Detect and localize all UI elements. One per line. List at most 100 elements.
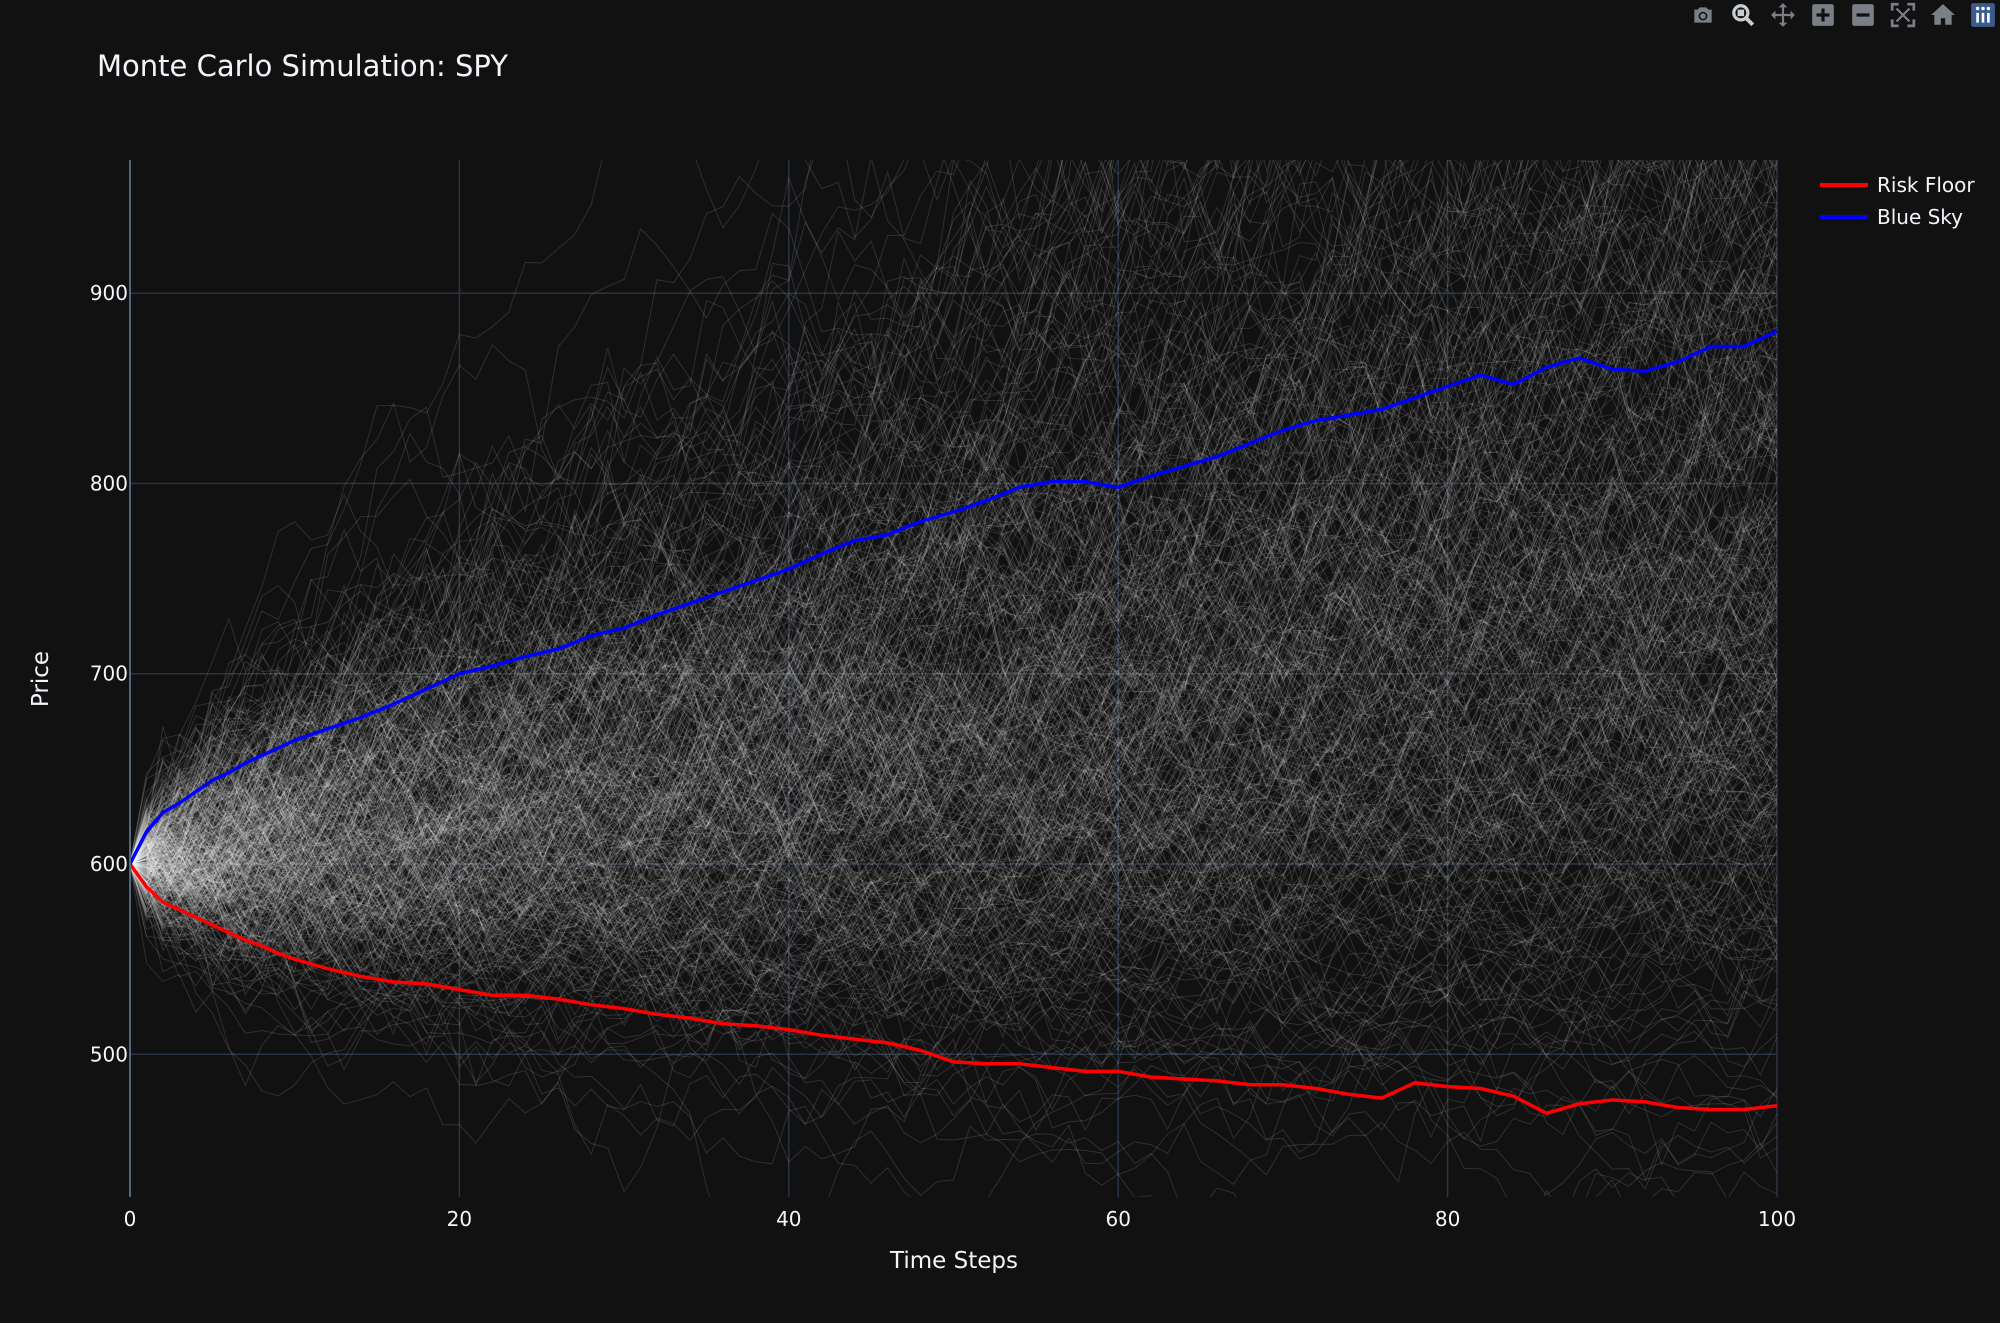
simulation-path (130, 791, 1777, 1033)
zoom-out-button[interactable] (1846, 0, 1880, 30)
simulation-path (130, 288, 1777, 904)
simulation-path (130, 694, 1777, 921)
simulation-path (130, 750, 1777, 1062)
simulation-path (130, 690, 1777, 1016)
simulation-path (130, 684, 1777, 946)
legend-item-risk-floor[interactable]: Risk Floor (1820, 173, 1975, 197)
simulation-path (130, 787, 1777, 1048)
zoom-icon (1732, 4, 1755, 27)
simulation-path (130, 538, 1777, 1041)
simulation-path (130, 797, 1675, 1197)
simulation-path (130, 743, 1777, 1074)
modebar (1686, 0, 2000, 30)
simulation-path (130, 471, 1777, 902)
simulation-path (130, 232, 1777, 898)
simulation-path (130, 160, 1219, 865)
simulation-path (130, 298, 1777, 892)
simulation-path (130, 301, 1777, 865)
zoom-button[interactable] (1726, 0, 1760, 30)
simulation-path (130, 391, 1777, 902)
reset-axes-button[interactable] (1926, 0, 1960, 30)
simulation-path (130, 423, 1777, 998)
simulation-path (130, 382, 1777, 910)
simulation-path (130, 380, 1777, 951)
simulation-path (130, 255, 1777, 888)
simulation-path (130, 727, 1777, 1099)
simulation-path (130, 160, 1732, 878)
simulation-path (130, 160, 1221, 880)
simulation-path (130, 662, 1777, 1039)
pan-button[interactable] (1766, 0, 1800, 30)
plotly-logo-button[interactable] (1966, 0, 2000, 30)
simulation-path (130, 160, 1291, 865)
simulation-path (130, 525, 1777, 927)
simulation-path (130, 604, 1777, 950)
simulation-path (130, 359, 1777, 873)
simulation-path (130, 659, 1777, 1027)
simulation-path (130, 719, 1777, 975)
simulation-path (130, 516, 1777, 1047)
simulation-path (130, 623, 1777, 910)
simulation-path (130, 739, 1777, 990)
simulation-path (130, 693, 1777, 946)
simulation-path (130, 616, 1777, 946)
simulation-path (130, 384, 1777, 979)
simulation-path (130, 445, 1777, 865)
simulation-path (130, 603, 1777, 895)
simulation-path (130, 722, 1777, 1046)
simulation-path (130, 160, 1599, 1193)
simulation-path (130, 570, 1777, 865)
simulation-path (130, 160, 1742, 865)
simulation-path (130, 184, 1777, 874)
simulation-path (130, 595, 1777, 1066)
simulation-path (130, 244, 1777, 865)
simulation-path (130, 621, 1777, 1011)
simulation-path (130, 629, 1777, 965)
simulation-path (130, 495, 1777, 966)
simulation-path (130, 531, 1777, 874)
simulation-path (130, 487, 1777, 928)
simulation-path (130, 499, 1777, 998)
simulation-path (130, 160, 1777, 865)
autoscale-button[interactable] (1886, 0, 1920, 30)
simulation-path (130, 484, 1777, 871)
simulation-path (130, 606, 1777, 1008)
simulation-path (130, 431, 1777, 871)
legend: Risk Floor Blue Sky (1820, 173, 1975, 229)
simulation-path (130, 226, 1777, 865)
simulation-path (130, 337, 1777, 886)
simulation-path (130, 401, 1777, 1005)
x-tick-label: 80 (1435, 1207, 1460, 1231)
zoom-in-button[interactable] (1806, 0, 1840, 30)
simulation-path (130, 509, 1777, 886)
simulation-path (130, 401, 1777, 893)
simulation-path (130, 384, 1777, 904)
simulation-path (130, 400, 1777, 973)
simulation-path (130, 766, 1777, 1009)
download-png-button[interactable] (1686, 0, 1720, 30)
simulation-path (130, 753, 1777, 1092)
simulation-path (130, 254, 1777, 906)
simulation-path (130, 160, 1777, 912)
simulation-path (130, 160, 1478, 865)
simulation-path (130, 695, 1777, 1096)
simulation-path (130, 160, 1708, 865)
simulation-path (130, 763, 1777, 1107)
simulation-path (130, 389, 1777, 922)
simulation-path (130, 407, 1777, 911)
simulation-path (130, 160, 1699, 964)
simulation-path (130, 336, 1777, 969)
simulation-path (130, 734, 1777, 1131)
simulation-path (130, 160, 1774, 918)
simulation-path (130, 711, 1777, 946)
simulation-path (130, 596, 1777, 929)
simulation-path (130, 802, 1777, 1064)
legend-item-blue-sky[interactable]: Blue Sky (1820, 205, 1963, 229)
simulation-path (130, 556, 1777, 877)
simulation-path (130, 441, 1777, 882)
simulation-path (130, 508, 1777, 949)
simulation-path (130, 179, 1777, 865)
simulation-path (130, 177, 1777, 906)
simulation-path (130, 475, 1777, 865)
simulation-path (130, 630, 1777, 1019)
